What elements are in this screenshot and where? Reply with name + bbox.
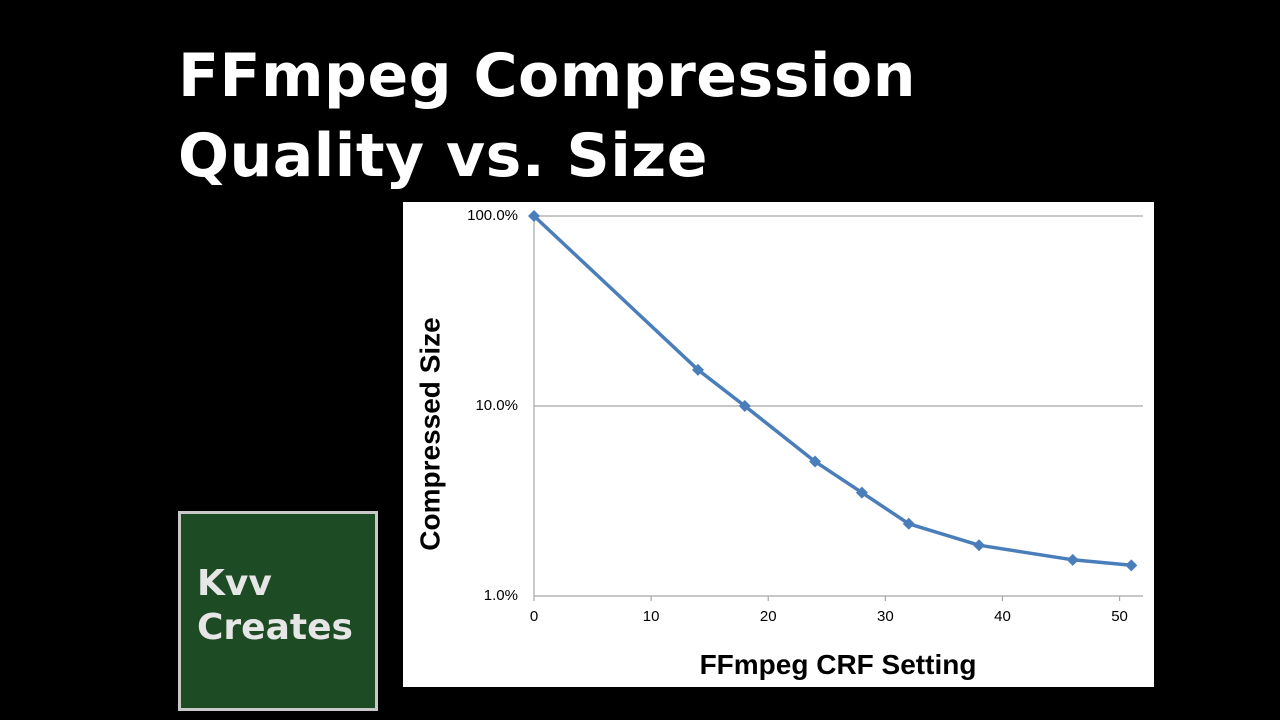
chart-panel: 1.0% 10.0% 100.0% 0 10 20 30 40 50 Compressed Si… (403, 202, 1154, 687)
logo-text: Kvv Creates (197, 562, 353, 650)
y-tick-label: 10.0% (475, 397, 518, 414)
data-point-marker (1066, 553, 1079, 566)
data-point-marker (738, 400, 751, 412)
data-point-marker (1125, 559, 1138, 572)
y-tick-label: 1.0% (484, 587, 518, 604)
tick-layer: 1.0% 10.0% 100.0% 0 10 20 30 40 50 (467, 207, 1128, 625)
title-line-1: FFmpeg Compression (178, 41, 916, 111)
x-tick-label: 10 (643, 608, 660, 625)
y-axis-label: Compressed Size (414, 317, 445, 550)
logo-line-2: Creates (197, 607, 353, 648)
slide-title: FFmpeg Compression Quality vs. Size (178, 36, 916, 196)
series-layer (528, 210, 1138, 572)
data-point-marker (809, 455, 822, 468)
x-tick-label: 30 (877, 608, 894, 625)
data-point-marker (902, 517, 915, 530)
logo-line-1: Kvv (197, 563, 272, 604)
x-tick-label: 0 (530, 608, 538, 625)
x-tick-label: 40 (994, 608, 1011, 625)
data-point-marker (973, 539, 986, 552)
data-point-marker (855, 486, 868, 499)
data-point-marker (691, 363, 704, 376)
x-tick-label: 20 (760, 608, 777, 625)
x-tick-label: 50 (1111, 608, 1128, 625)
data-point-marker (528, 210, 540, 222)
label-layer: Compressed Size FFmpeg CRF Setting (414, 317, 976, 680)
axis-layer (533, 216, 1143, 597)
x-axis-label: FFmpeg CRF Setting (700, 649, 977, 680)
y-tick-label: 100.0% (467, 207, 518, 224)
grid-layer (534, 215, 1143, 407)
kvv-creates-logo: Kvv Creates (178, 511, 378, 711)
compression-chart: 1.0% 10.0% 100.0% 0 10 20 30 40 50 Compressed Si… (414, 207, 1143, 680)
title-line-2: Quality vs. Size (178, 121, 708, 191)
series-line (532, 214, 1132, 568)
